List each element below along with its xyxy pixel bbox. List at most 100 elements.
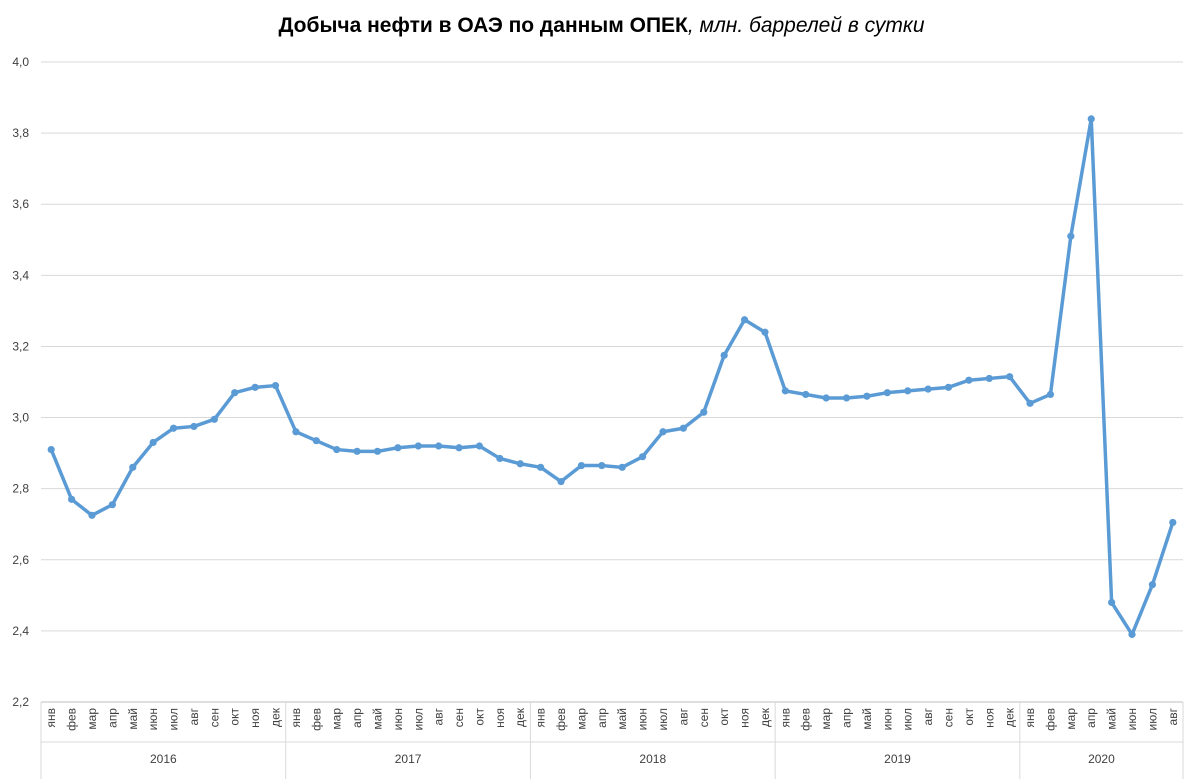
month-tick-label: авг [432,707,446,725]
data-point [149,438,157,447]
data-point [414,442,422,450]
data-point [557,477,565,486]
month-tick-label: июл [901,708,915,730]
data-point [1046,390,1055,399]
month-tick-label: фев [799,708,813,731]
data-point [822,394,830,402]
y-tick-label: 2,2 [12,695,29,709]
data-point [47,445,55,454]
month-tick-label: июл [411,708,425,730]
data-point [353,447,361,455]
data-point [312,437,320,445]
y-tick-label: 3,0 [12,411,29,425]
data-point [1128,630,1136,639]
month-tick-label: окт [472,708,486,726]
y-tick-label: 2,6 [12,553,29,567]
year-label: 2018 [639,752,666,766]
month-tick-label: янв [289,708,303,728]
month-tick-label: апр [350,708,364,728]
data-point [883,389,891,397]
data-point [231,389,239,397]
month-tick-label: май [126,708,140,730]
data-point [1026,399,1034,407]
month-tick-label: апр [1084,708,1098,728]
year-label: 2016 [150,752,177,766]
month-tick-label: дек [758,707,772,727]
data-point [761,328,769,336]
data-point [802,390,810,399]
month-tick-label: авг [1166,707,1180,725]
month-tick-label: янв [778,708,792,728]
data-point [1148,581,1157,589]
data-series [47,115,1177,639]
data-point [251,383,259,391]
chart-title-units: , млн. баррелей в сутки [687,14,925,37]
month-tick-label: ноя [982,708,996,728]
data-point [638,453,647,461]
month-tick-label: фев [1043,708,1057,731]
month-tick-label: авг [187,707,201,725]
data-point [577,461,586,470]
data-point [67,495,76,503]
data-point [679,424,687,432]
data-point [700,408,708,416]
month-tick-label: апр [105,708,119,728]
data-point [740,316,749,324]
month-tick-label: ноя [493,708,507,728]
month-tick-label: сен [452,708,466,727]
data-point [537,463,545,471]
month-tick-label: июн [1125,708,1139,730]
month-tick-label: мар [330,708,344,730]
month-tick-label: сен [207,708,221,727]
data-point [842,394,851,402]
month-tick-label: июл [1145,708,1159,730]
month-tick-label: авг [676,707,690,725]
month-tick-label: сен [697,708,711,727]
data-point [985,374,993,383]
y-tick-label: 3,8 [12,126,29,140]
month-tick-label: июн [880,708,894,730]
data-point [210,415,218,423]
month-tick-label: дек [1003,707,1017,727]
data-point [1169,518,1177,527]
month-tick-label: ноя [248,708,262,728]
series-line [49,117,1175,637]
year-label: 2017 [395,752,422,766]
data-point [720,351,728,359]
data-point [1067,232,1075,240]
month-tick-label: фев [554,708,568,731]
month-tick-label: июл [167,708,181,730]
y-tick-label: 3,2 [12,339,29,353]
x-axis: янв фев мар апр май июн июл авг сен окт ноя дек янв ф… [40,702,1184,779]
data-point [944,383,953,391]
data-point [190,422,198,431]
data-point [108,501,116,509]
y-tick-label: 3,4 [12,268,29,282]
month-tick-label: апр [595,708,609,728]
data-point [659,428,667,436]
month-tick-label: дек [269,707,283,727]
data-point [88,511,96,519]
year-label: 2020 [1088,752,1115,766]
y-axis: 2,2 2,4 2,6 2,8 3,0 3,2 3,4 3,6 3,8 4,0 [12,55,29,709]
y-tick-label: 2,8 [12,482,29,496]
data-point [496,454,504,463]
data-point [292,428,300,436]
data-point [333,445,341,454]
data-point [1108,598,1116,607]
data-point [516,460,524,468]
month-tick-label: фев [309,708,323,731]
data-point [475,442,484,450]
month-tick-label: мар [1064,708,1078,730]
data-point [373,447,382,455]
month-tick-label: май [860,708,874,730]
y-tick-label: 4,0 [12,55,29,69]
data-point [618,463,626,471]
y-tick-label: 3,6 [12,197,29,211]
month-tick-label: ноя [738,708,752,728]
y-tick-label: 2,4 [12,624,29,638]
data-point [863,392,871,400]
month-tick-label: июл [656,708,670,730]
month-tick-label: авг [921,707,935,725]
